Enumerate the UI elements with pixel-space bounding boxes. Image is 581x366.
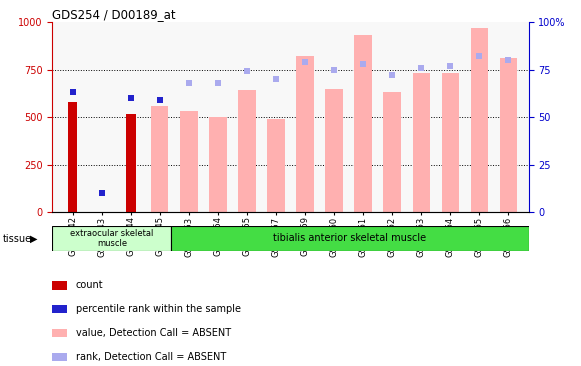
Text: rank, Detection Call = ABSENT: rank, Detection Call = ABSENT bbox=[76, 352, 226, 362]
Bar bbox=[442, 73, 459, 212]
Bar bbox=[267, 119, 285, 212]
Bar bbox=[383, 92, 401, 212]
Bar bbox=[325, 89, 343, 212]
Bar bbox=[238, 90, 256, 212]
Bar bbox=[171, 226, 529, 251]
Text: tissue: tissue bbox=[3, 234, 32, 244]
Bar bbox=[52, 226, 171, 251]
Bar bbox=[68, 102, 77, 212]
Text: ▶: ▶ bbox=[30, 234, 38, 244]
Bar bbox=[126, 114, 135, 212]
Bar bbox=[296, 56, 314, 212]
Bar bbox=[354, 35, 372, 212]
Bar bbox=[413, 73, 430, 212]
Text: tibialis anterior skeletal muscle: tibialis anterior skeletal muscle bbox=[274, 233, 426, 243]
Bar bbox=[500, 58, 517, 212]
Bar bbox=[180, 111, 198, 212]
Bar bbox=[209, 117, 227, 212]
Text: GDS254 / D00189_at: GDS254 / D00189_at bbox=[52, 8, 176, 21]
Text: percentile rank within the sample: percentile rank within the sample bbox=[76, 304, 241, 314]
Bar bbox=[471, 28, 488, 212]
Bar bbox=[151, 106, 168, 212]
Text: extraocular skeletal
muscle: extraocular skeletal muscle bbox=[70, 228, 153, 248]
Text: value, Detection Call = ABSENT: value, Detection Call = ABSENT bbox=[76, 328, 231, 338]
Text: count: count bbox=[76, 280, 103, 291]
